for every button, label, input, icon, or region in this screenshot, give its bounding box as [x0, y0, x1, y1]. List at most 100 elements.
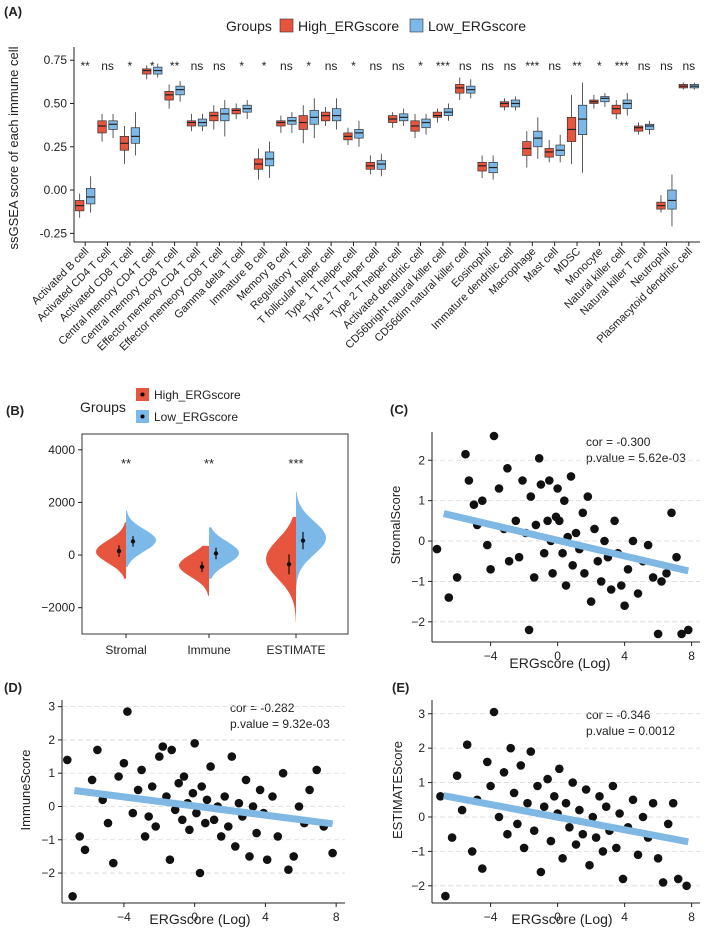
scatter-point: [684, 625, 693, 635]
scatter-point: [663, 819, 673, 829]
box-iqr: [577, 104, 588, 135]
panel-a-significance: **: [572, 59, 582, 73]
scatter-point: [682, 881, 691, 891]
scatter-point: [467, 847, 477, 856]
panel-c-ylabel: StromalScore: [388, 486, 403, 565]
ytick-label: 1: [48, 766, 55, 780]
panel-e-label: (E): [392, 680, 409, 695]
xtick-label: 0: [554, 910, 561, 924]
panel-b-significance: **: [121, 456, 131, 471]
xtick-label: 4: [262, 910, 269, 924]
scatter-point: [677, 629, 686, 639]
panel-a-ytick-label: 0.75: [44, 53, 68, 67]
scatter-point: [555, 516, 564, 526]
panel-e-cor: cor = -0.346: [586, 708, 651, 722]
scatter-point: [63, 755, 72, 765]
scatter-point: [241, 775, 251, 785]
scatter-point: [209, 815, 219, 825]
scatter-point: [628, 795, 638, 805]
scatter-point: [565, 823, 574, 832]
scatter-point: [452, 771, 462, 780]
box-iqr: [477, 162, 487, 172]
scatter-point: [457, 805, 467, 815]
scatter-point: [612, 843, 621, 853]
scatter-point: [586, 597, 596, 606]
panel-a-significance: *: [128, 59, 133, 73]
scatter-point: [469, 500, 479, 510]
legend-a-title: Groups: [226, 18, 272, 34]
ytick-label: −2: [41, 866, 55, 880]
scatter-point: [284, 865, 293, 874]
box-iqr: [276, 120, 286, 127]
scatter-point: [278, 768, 288, 778]
scatter-point: [575, 805, 584, 815]
ytick-label: 2: [48, 733, 55, 747]
scatter-point: [87, 775, 97, 785]
scatter-point: [294, 802, 304, 811]
scatter-point: [536, 867, 546, 877]
scatter-point: [526, 492, 536, 501]
scatter-point: [524, 625, 534, 635]
scatter-point: [174, 778, 183, 788]
xtick-label: 8: [333, 910, 340, 924]
scatter-point: [673, 874, 683, 884]
box-iqr: [432, 111, 442, 118]
scatter-point: [109, 858, 118, 868]
scatter-point: [578, 508, 588, 518]
box-iqr: [175, 85, 185, 96]
scatter-point: [653, 629, 663, 639]
scatter-point: [539, 802, 549, 811]
box-iqr: [421, 118, 431, 129]
scatter-point: [151, 822, 160, 831]
panel-a-ytick-label: 0.25: [44, 140, 68, 154]
box-iqr: [164, 91, 174, 101]
scatter-point: [499, 768, 509, 777]
scatter-point: [103, 818, 113, 828]
scatter-point: [273, 832, 283, 841]
scatter-point: [506, 743, 515, 753]
scatter-point: [571, 528, 581, 538]
scatter-point: [598, 847, 608, 856]
xtick-label: −4: [484, 649, 498, 663]
panel-d-label: (D): [4, 680, 22, 695]
scatter-point: [591, 833, 601, 842]
scatter-point: [305, 785, 314, 795]
ytick-label: 0: [48, 799, 55, 813]
box-iqr: [231, 108, 241, 115]
scatter-point: [441, 891, 450, 901]
panel-a-significance: ns: [660, 59, 673, 73]
panel-e-ylabel: ESTIMATEScore: [390, 741, 405, 839]
scatter-point: [262, 855, 272, 864]
scatter-point: [539, 548, 549, 558]
panel-a-significance: *: [418, 59, 423, 73]
scatter-point: [93, 745, 102, 755]
panel-e-pvalue: p.value = 0.0012: [586, 724, 675, 738]
scatter-point: [68, 892, 77, 901]
panel-b-ytick-label: −2000: [41, 601, 75, 615]
scatter-point: [197, 782, 206, 791]
scatter-point: [606, 585, 616, 594]
ytick-label: 0: [418, 810, 425, 824]
panel-c-scatter: StromalScore ERGscore (Log) cor = -0.300…: [388, 431, 700, 671]
scatter-point: [558, 548, 567, 558]
scatter-point: [486, 565, 495, 574]
ytick-label: 1: [418, 776, 425, 790]
scatter-point: [533, 781, 542, 791]
scatter-point: [620, 601, 629, 610]
scatter-point: [509, 788, 519, 798]
panel-a-ytick-label: 0.50: [44, 96, 68, 110]
box-iqr: [376, 160, 386, 170]
scatter-point: [119, 758, 129, 768]
panel-a-significance: ns: [369, 59, 382, 73]
scatter-point: [531, 520, 541, 530]
scatter-point: [114, 772, 123, 781]
regression-line: [443, 792, 689, 846]
scatter-point: [478, 864, 487, 873]
scatter-point: [568, 561, 577, 570]
regression-line: [73, 787, 334, 828]
scatter-point: [633, 850, 643, 860]
ytick-label: 3: [48, 700, 55, 714]
panel-d-xlabel: ERGscore (Log): [149, 911, 250, 927]
scatter-point: [658, 878, 668, 887]
scatter-point: [643, 540, 653, 550]
